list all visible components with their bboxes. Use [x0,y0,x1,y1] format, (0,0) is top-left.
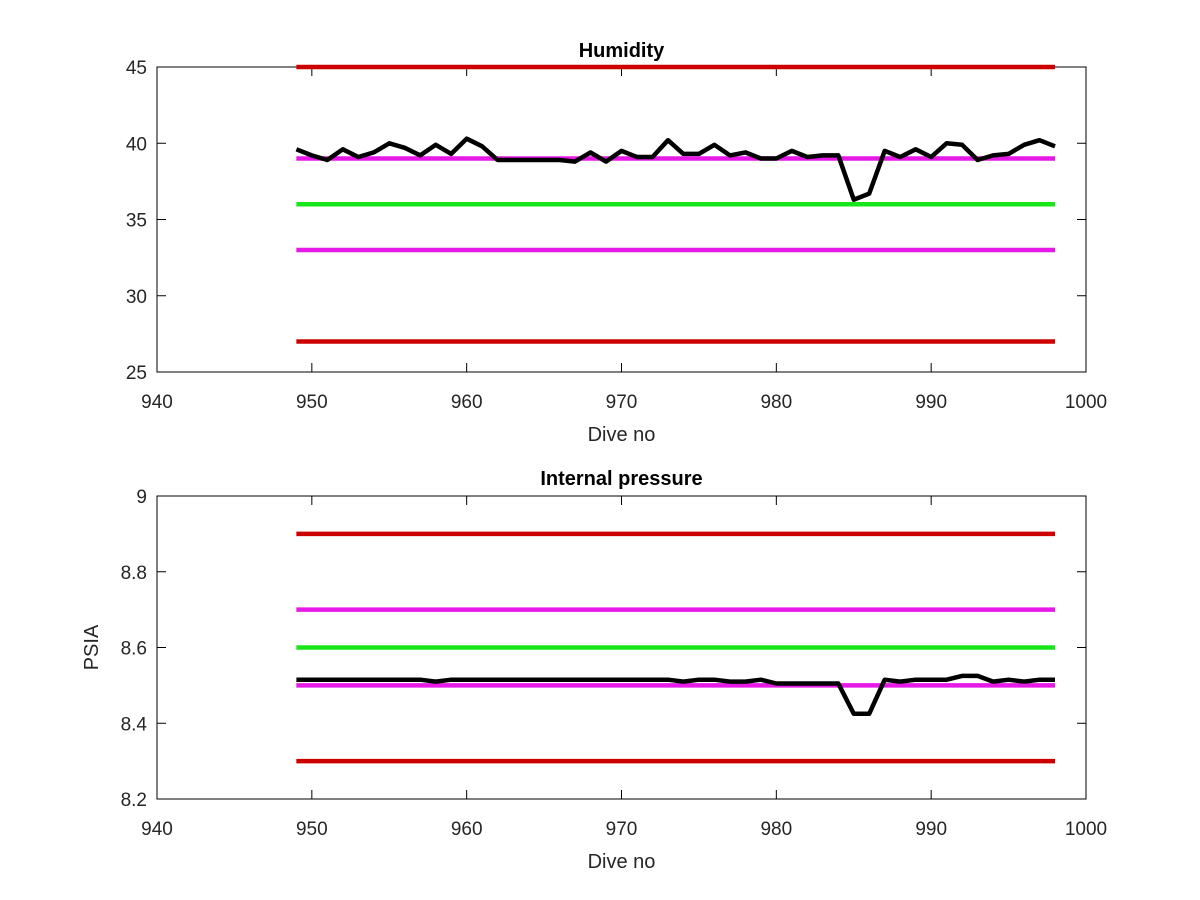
x-tick-label: 950 [296,819,328,840]
x-tick-label: 1000 [1065,392,1107,413]
x-tick-label: 940 [141,392,173,413]
y-tick-label: 45 [126,58,147,79]
y-tick-label: 40 [126,134,147,155]
data-series-line [295,136,1056,202]
y-tick-label: 8.6 [121,639,147,660]
x-tick-label: 960 [451,819,483,840]
y-tick-label: 35 [126,211,147,232]
x-axis-label: Dive no [588,424,656,446]
internal-pressure-chart: 940 950 960 970 980 990 1000 8.2 8.4 8.6 8.8 9 Inter… [81,468,1107,873]
chart-title: Humidity [579,40,665,62]
y-tick-label: 25 [126,363,147,384]
x-tick-label: 1000 [1065,819,1107,840]
plot-area [156,66,1087,373]
x-tick-label: 990 [915,819,947,840]
y-tick-label: 9 [136,487,147,508]
x-tick-label: 970 [606,819,638,840]
x-tick-label: 980 [760,392,792,413]
x-tick-label: 970 [606,392,638,413]
x-axis-label: Dive no [588,851,656,873]
chart-title: Internal pressure [540,468,702,490]
x-tick-label: 960 [451,392,483,413]
y-tick-label: 8.2 [121,790,147,811]
x-tick-label: 990 [915,392,947,413]
y-tick-label: 30 [126,287,147,308]
y-tick-label: 8.8 [121,563,147,584]
x-tick-label: 940 [141,819,173,840]
data-series-line [296,673,1055,717]
x-tick-label: 950 [296,392,328,413]
humidity-chart: 940 950 960 970 980 990 1000 25 30 35 40 45 Humidity… [126,40,1107,446]
y-tick-label: 8.4 [121,714,148,735]
y-axis-label: PSIA [81,624,103,670]
x-tick-label: 980 [760,819,792,840]
